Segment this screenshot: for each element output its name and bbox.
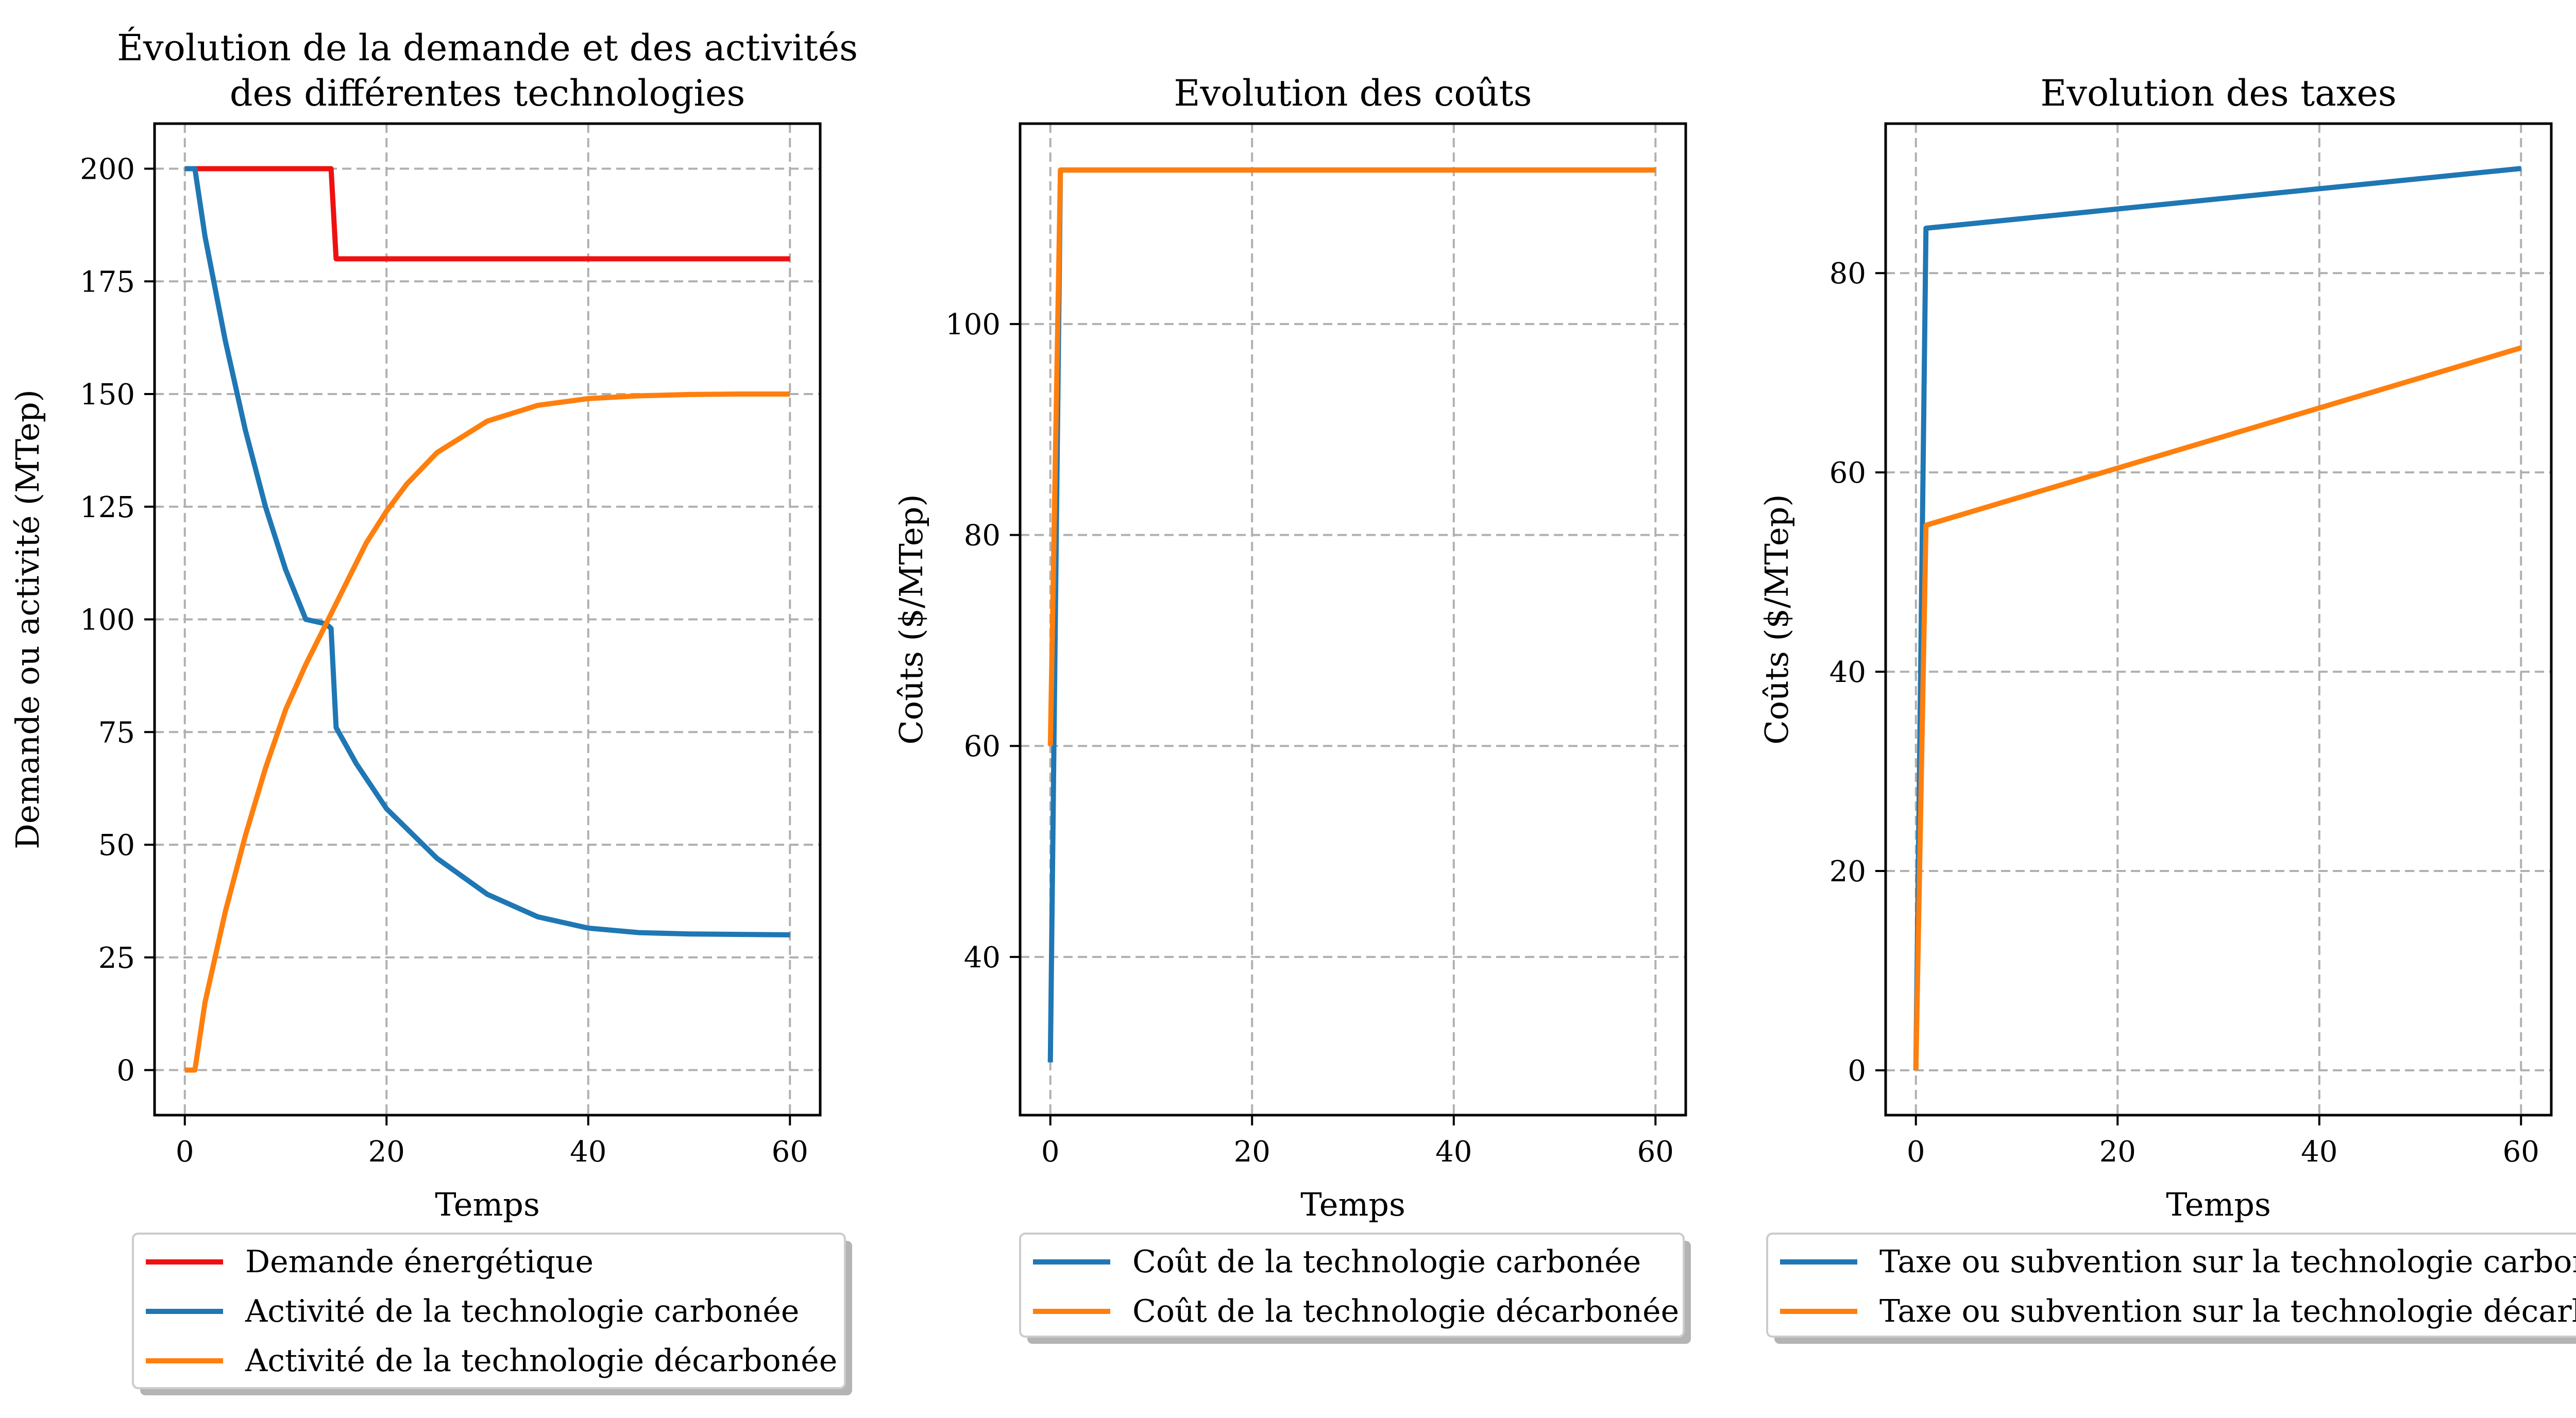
y-tick-label: 0 (1848, 1054, 1866, 1088)
chart-panel-1: 0 20 40 60 0 25 50 75 100 125 150 175 200 Évolution d… (9, 27, 858, 1395)
legend-entry: Coût de la technologie décarbonée (1132, 1293, 1679, 1329)
series-line-1 (1047, 167, 1656, 1063)
x-tick-label: 0 (1041, 1135, 1060, 1169)
plot-frame (1884, 122, 2553, 1117)
x-tick-label: 40 (570, 1135, 606, 1169)
x-tick-label: 60 (1637, 1135, 1674, 1169)
y-tick-label: 60 (964, 730, 1001, 763)
y-tick-label: 40 (1829, 656, 1866, 689)
x-tick-label: 20 (1234, 1135, 1270, 1169)
y-tick-label: 100 (945, 308, 1001, 341)
x-axis-label: Temps (2166, 1186, 2271, 1223)
legend-box (132, 1233, 846, 1389)
series-line-2 (184, 166, 790, 937)
y-axis-label: Demande ou activité (MTep) (9, 389, 46, 849)
y-tick-label: 125 (80, 491, 135, 524)
y-tick-label: 50 (98, 829, 135, 862)
x-tick-label: 60 (772, 1135, 808, 1169)
y-tick-label: 25 (98, 942, 135, 975)
y-tick-label: 80 (964, 519, 1001, 553)
chart-title: Evolution des coûts (1174, 72, 1532, 114)
x-tick-label: 40 (2301, 1135, 2337, 1169)
legend: Coût de la technologie carbonée Coût de l… (1019, 1233, 1691, 1344)
y-tick-label: 175 (80, 265, 135, 299)
legend-entry: Taxe ou subvention sur la technologie ca… (1879, 1244, 2576, 1280)
chart-title: Evolution des taxes (2040, 72, 2396, 114)
legend-entry: Activité de la technologie décarbonée (245, 1343, 837, 1379)
legend: Taxe ou subvention sur la technologie ca… (1766, 1233, 2576, 1344)
x-tick-label: 60 (2503, 1135, 2539, 1169)
legend-box (1766, 1233, 2576, 1338)
x-tick-label: 20 (2099, 1135, 2136, 1169)
x-tick-label: 0 (176, 1135, 194, 1169)
y-tick-label: 60 (1829, 456, 1866, 490)
legend-entry: Coût de la technologie carbonée (1132, 1244, 1641, 1280)
plot-frame (1019, 122, 1687, 1117)
chart-panel-3: 0 20 40 60 0 20 40 60 80 Evolution des taxes Temps… (1758, 72, 2576, 1344)
legend-entry: Demande énergétique (245, 1244, 594, 1280)
y-axis-label: Coûts ($/MTep) (1758, 494, 1795, 744)
y-tick-label: 75 (98, 716, 135, 749)
series-line-3 (184, 391, 790, 1073)
legend-entry: Taxe ou subvention sur la technologie dé… (1879, 1293, 2576, 1329)
y-tick-label: 40 (964, 941, 1001, 975)
x-tick-label: 40 (1435, 1135, 1472, 1169)
y-tick-label: 80 (1829, 257, 1866, 291)
series-line-2 (1047, 167, 1656, 746)
chart-title: des différentes technologies (230, 72, 745, 114)
x-axis-label: Temps (435, 1186, 540, 1223)
legend: Demande énergétique Activité de la techno… (132, 1233, 852, 1395)
y-tick-label: 0 (116, 1054, 135, 1088)
chart-title: Évolution de la demande et des activités (117, 27, 858, 69)
y-tick-label: 150 (80, 378, 135, 412)
y-tick-label: 200 (80, 153, 135, 186)
x-tick-label: 20 (368, 1135, 405, 1169)
y-tick-label: 20 (1829, 855, 1866, 889)
x-axis-label: Temps (1300, 1186, 1405, 1223)
legend-box (1019, 1233, 1685, 1338)
series-line-2 (1913, 345, 2522, 1070)
series-line-1 (1913, 166, 2521, 1070)
legend-entry: Activité de la technologie carbonée (245, 1293, 799, 1329)
chart-panel-2: 0 20 40 60 40 60 80 100 Evolution des coûts Temps… (892, 72, 1691, 1344)
y-axis-label: Coûts ($/MTep) (892, 494, 930, 744)
x-tick-label: 0 (1907, 1135, 1925, 1169)
y-tick-label: 100 (80, 604, 135, 637)
series-line-1 (184, 166, 790, 262)
